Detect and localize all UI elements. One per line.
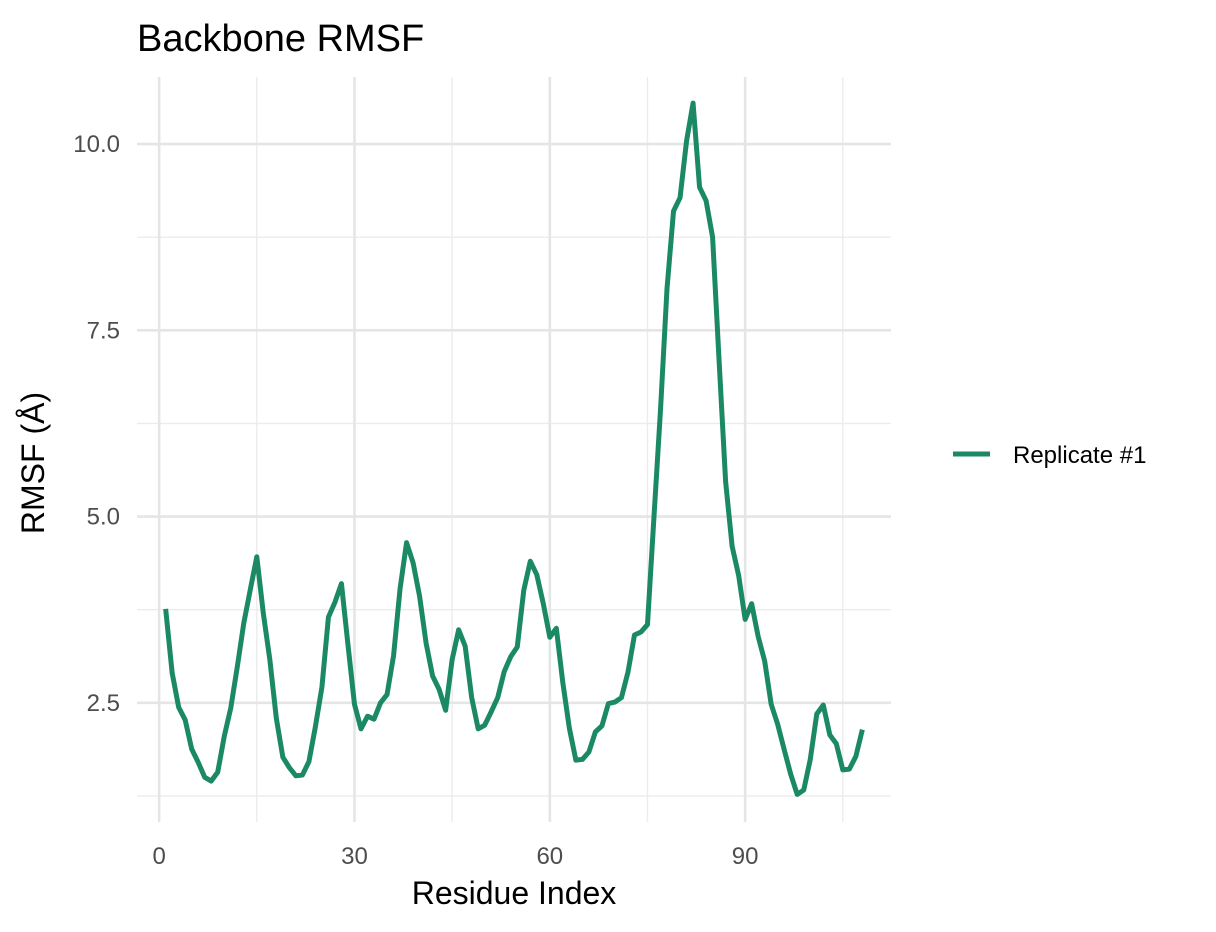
- x-tick-label: 0: [152, 843, 165, 870]
- y-tick-label: 7.5: [87, 317, 120, 344]
- grid-lines: [137, 77, 891, 822]
- y-axis-ticks: 2.5 5.0 7.5 10.0: [73, 131, 120, 717]
- x-tick-label: 60: [536, 843, 563, 870]
- x-axis-title: Residue Index: [412, 875, 617, 911]
- legend: Replicate #1: [953, 442, 1146, 469]
- y-tick-label: 5.0: [87, 504, 120, 531]
- x-axis-ticks: 0 30 60 90: [152, 843, 758, 870]
- y-tick-label: 10.0: [73, 131, 120, 158]
- x-tick-label: 30: [341, 843, 368, 870]
- chart-title: Backbone RMSF: [137, 18, 424, 60]
- series-line-replicate-1: [163, 100, 865, 797]
- x-tick-label: 90: [732, 843, 759, 870]
- y-axis-title: RMSF (Å): [15, 392, 51, 534]
- series-layer: [163, 100, 865, 797]
- legend-label-replicate-1: Replicate #1: [1013, 442, 1146, 469]
- y-tick-label: 2.5: [87, 690, 120, 717]
